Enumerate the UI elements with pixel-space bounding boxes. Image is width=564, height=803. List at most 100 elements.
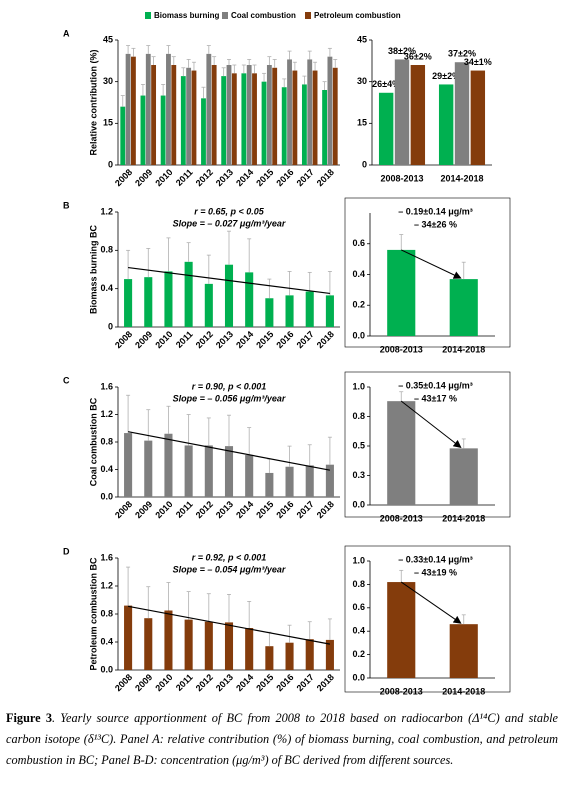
y-tick-label: 0.4 (352, 269, 365, 279)
y-tick-label: 0.2 (352, 649, 365, 659)
x-tick-label: 2009 (133, 672, 154, 693)
bar (387, 582, 416, 678)
x-tick-label: 2012 (194, 672, 215, 693)
y-tick-label: 45 (103, 34, 113, 44)
bar (191, 70, 197, 165)
bar (292, 70, 298, 165)
x-tick-label: 2014 (234, 499, 255, 520)
x-tick-label: 2014-2018 (440, 173, 483, 183)
legend-label: Coal combustion (231, 11, 296, 20)
y-tick-label: 0.5 (352, 440, 365, 450)
bar (287, 59, 292, 165)
bar (325, 295, 334, 327)
legend-label: Biomass burning (154, 11, 219, 20)
annotation: Slope = – 0.054 μg/m³/year (173, 564, 286, 574)
x-tick-label: 2014 (234, 329, 255, 350)
x-tick-label: 2017 (295, 499, 316, 520)
x-tick-label: 2009 (133, 499, 154, 520)
bar (449, 448, 478, 505)
bar (184, 445, 193, 497)
panel-letter: D (63, 546, 70, 556)
panel-letter: A (63, 28, 70, 38)
x-tick-label: 2016 (274, 672, 295, 693)
bar (470, 70, 486, 165)
y-tick-label: 0.4 (100, 636, 113, 646)
bar (186, 67, 192, 165)
y-tick-label: 0.0 (100, 664, 113, 674)
legend-swatch (222, 12, 228, 19)
x-tick-label: 2010 (153, 329, 174, 350)
bar (204, 445, 213, 497)
bar (245, 628, 254, 670)
bar (224, 264, 234, 327)
trend-line (128, 266, 330, 295)
bar (378, 92, 394, 165)
bar (204, 283, 213, 327)
annotation: – 0.19±0.14 μg/m³ (398, 206, 472, 216)
y-tick-label: 30 (103, 76, 113, 86)
x-tick-label: 2018 (315, 329, 336, 350)
y-tick-label: 0.4 (100, 283, 113, 293)
bar (332, 67, 338, 165)
bar (387, 249, 416, 336)
bar (325, 639, 334, 670)
annotation: Slope = – 0.027 μg/m³/year (173, 218, 286, 228)
x-tick-label: 2015 (254, 167, 275, 188)
y-tick-label: 1.2 (100, 409, 113, 419)
caption-label: Figure 3 (6, 711, 52, 725)
bar (151, 65, 157, 165)
bar (204, 621, 213, 670)
bar (265, 472, 274, 497)
x-tick-label: 2013 (214, 672, 235, 693)
bar (305, 465, 314, 497)
x-tick-label: 2017 (295, 672, 316, 693)
bar (305, 639, 314, 670)
y-tick-label: 0.4 (352, 626, 365, 636)
bar (285, 295, 294, 327)
x-tick-label: 2008 (113, 329, 134, 350)
value-label: 36±2% (404, 51, 432, 61)
y-axis-label: Coal combustion BC (88, 397, 98, 486)
y-tick-label: 0.6 (352, 238, 365, 248)
x-tick-label: 2015 (254, 672, 275, 693)
x-tick-label: 2018 (315, 499, 336, 520)
x-tick-label: 2011 (174, 499, 195, 520)
bar (160, 95, 166, 165)
bar (322, 90, 328, 165)
y-tick-label: 0.0 (352, 672, 365, 682)
bar (305, 291, 314, 327)
y-tick-label: 1.0 (352, 555, 365, 565)
bar (124, 605, 133, 670)
bar (312, 70, 318, 165)
y-tick-label: 1.0 (352, 381, 365, 391)
y-tick-label: 0.4 (100, 464, 113, 474)
annotation: – 0.33±0.14 μg/m³ (398, 554, 472, 564)
y-tick-label: 1.6 (100, 381, 113, 391)
bar (171, 65, 177, 165)
annotation: r = 0.92, p < 0.001 (192, 552, 267, 562)
bar (124, 433, 133, 497)
value-label: 29±2% (432, 71, 460, 81)
x-tick-label: 2012 (194, 329, 215, 350)
bar (285, 642, 294, 670)
panel-frame (344, 197, 511, 348)
bar (265, 646, 274, 670)
bar (201, 98, 206, 165)
annotation: – 43±17 % (414, 393, 457, 403)
bar (144, 277, 153, 327)
value-label: 38±2% (388, 46, 416, 56)
x-tick-label: 2013 (214, 167, 235, 188)
x-tick-label: 2010 (153, 167, 174, 188)
bar (261, 81, 267, 165)
bar (231, 73, 237, 165)
figure-caption: Figure 3. Yearly source apportionment of… (6, 708, 558, 771)
x-tick-label: 2008-2013 (380, 513, 423, 523)
x-tick-label: 2012 (194, 499, 215, 520)
y-tick-label: 15 (103, 118, 113, 128)
bar (144, 618, 153, 670)
y-tick-label: 1.2 (100, 580, 113, 590)
y-tick-label: 30 (357, 76, 367, 86)
caption-text: . Yearly source apportionment of BC from… (6, 711, 558, 767)
bar (224, 446, 234, 497)
